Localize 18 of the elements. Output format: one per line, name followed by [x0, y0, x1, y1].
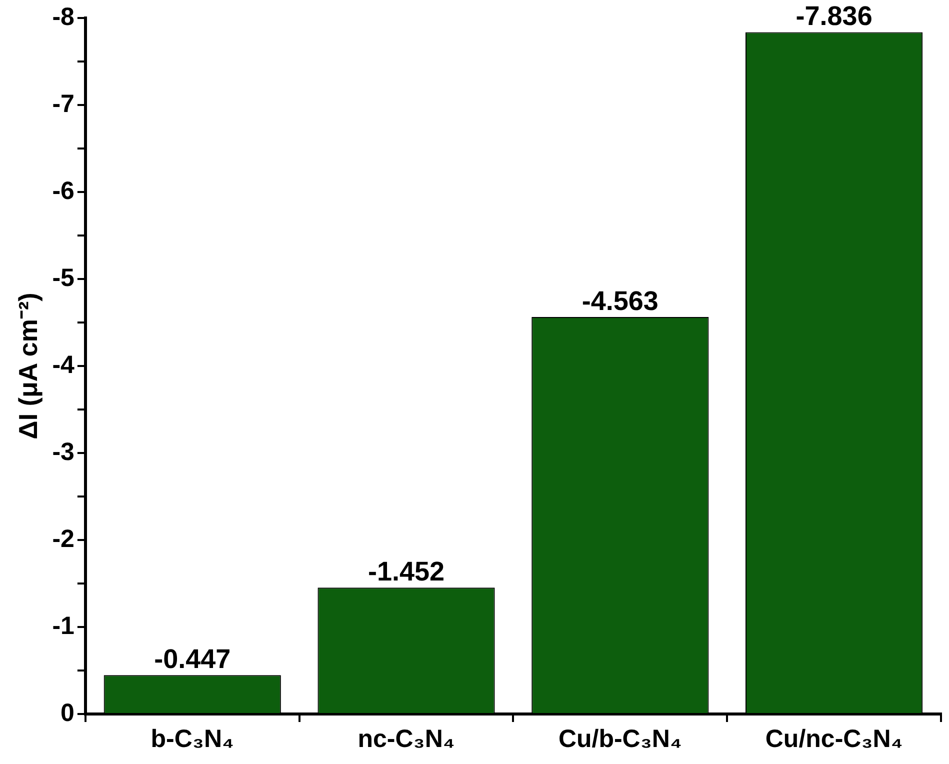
data-label: -7.836 — [796, 1, 872, 32]
data-label: -4.563 — [582, 286, 658, 316]
data-label: -0.447 — [154, 644, 231, 674]
y-tick-label: 0 — [60, 698, 74, 727]
y-axis-title: ΔI (μA cm⁻²) — [12, 292, 43, 440]
x-tick-label: Cu/nc-C₃N₄ — [765, 724, 903, 753]
y-tick-label: -7 — [52, 90, 74, 118]
y-tick-label: -8 — [52, 2, 75, 31]
x-tick-label: Cu/b-C₃N₄ — [558, 724, 682, 753]
y-tick-label: -4 — [52, 350, 75, 379]
x-tick-label: b-C₃N₄ — [150, 724, 234, 753]
x-tick-label: nc-C₃N₄ — [358, 724, 455, 753]
y-tick-label: -2 — [52, 524, 74, 553]
y-tick-label: -1 — [52, 612, 75, 640]
y-tick-label: -3 — [52, 438, 74, 466]
data-label: -1.452 — [368, 556, 445, 587]
y-tick-label: -6 — [52, 176, 74, 205]
y-tick-label: -5 — [52, 264, 75, 292]
